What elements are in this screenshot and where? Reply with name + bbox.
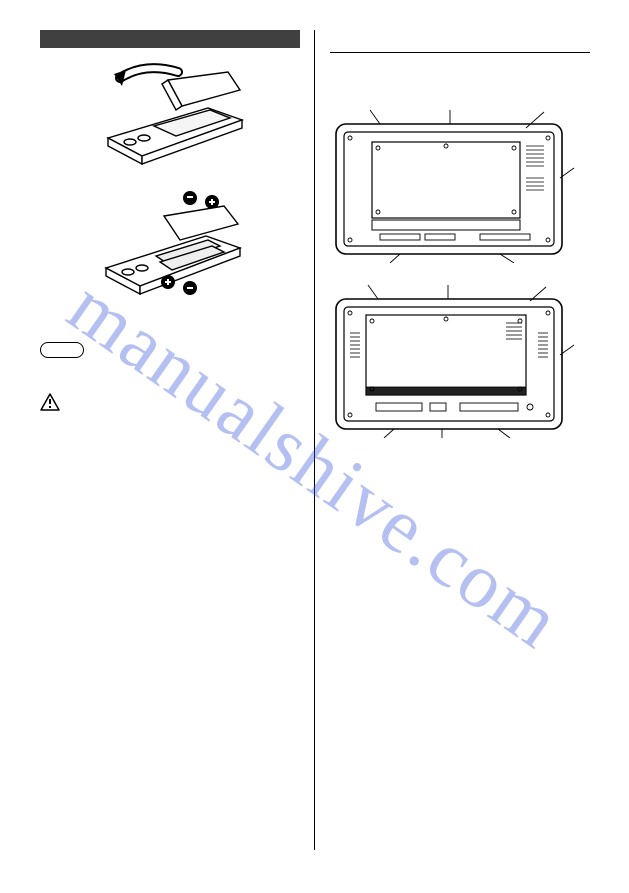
section-rule <box>330 52 590 53</box>
remote-batteries-svg <box>90 186 250 301</box>
section-header-bar <box>40 30 300 48</box>
manual-page: manualshive.com <box>0 0 629 893</box>
remote-open-svg <box>90 60 250 170</box>
left-column <box>40 30 300 416</box>
figure-rear-panel-b <box>330 283 590 438</box>
figure-remote-open-cover <box>90 60 250 180</box>
warning-icon <box>40 393 60 411</box>
rear-panel-b-svg <box>330 283 575 438</box>
figure-remote-insert-batteries <box>90 186 250 306</box>
column-divider <box>314 30 315 850</box>
rear-panel-a-svg <box>330 108 575 263</box>
right-column <box>330 30 590 458</box>
figure-rear-panel-a <box>330 108 590 263</box>
note-pill <box>40 342 84 358</box>
